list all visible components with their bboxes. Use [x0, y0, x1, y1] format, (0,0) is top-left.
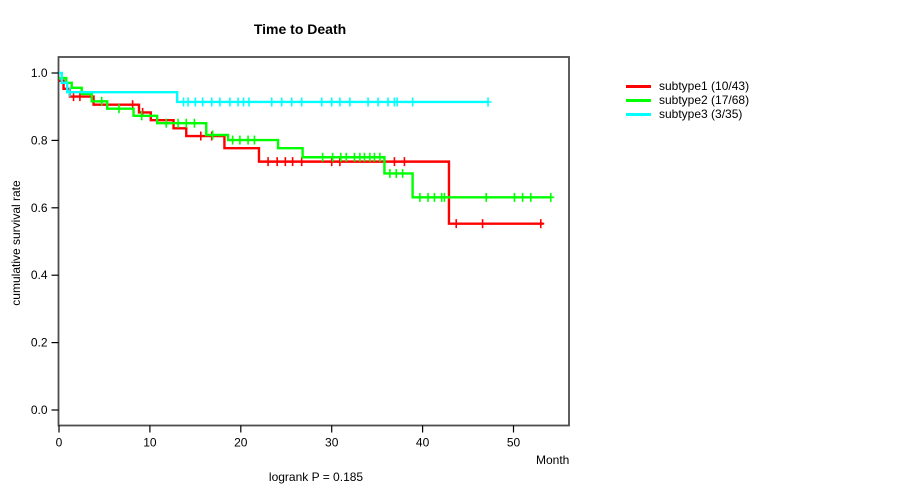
logrank-annotation: logrank P = 0.185 — [268, 470, 364, 484]
survival-curve-3 — [59, 71, 489, 104]
x-axis-label: Month — [536, 453, 570, 467]
x-tick-label: 0 — [56, 436, 63, 450]
legend-line-sample — [626, 84, 651, 88]
x-tick-label: 40 — [416, 436, 430, 450]
legend-label: subtype2 (17/68) — [659, 93, 750, 107]
legend-item: subtype2 (17/68) — [626, 93, 749, 107]
y-tick-label: 0.2 — [31, 336, 48, 350]
x-tick-label: 10 — [143, 436, 157, 450]
x-tick-label: 50 — [507, 436, 521, 450]
y-tick-label: 0.0 — [31, 403, 48, 417]
legend-item: subtype1 (10/43) — [626, 79, 749, 93]
y-tick-label: 0.4 — [31, 268, 48, 282]
legend-item: subtype3 (3/35) — [626, 107, 749, 121]
legend-line-sample — [626, 112, 651, 116]
y-tick-label: 0.6 — [31, 201, 48, 215]
legend-line-sample — [626, 98, 651, 102]
chart-title: Time to Death — [253, 21, 347, 37]
x-tick-label: 20 — [234, 436, 248, 450]
y-tick-label: 0.8 — [31, 133, 48, 147]
y-tick-label: 1.0 — [31, 66, 48, 80]
legend: subtype1 (10/43) subtype2 (17/68) subtype3… — [626, 79, 749, 121]
legend-label: subtype1 (10/43) — [659, 79, 750, 93]
x-tick-label: 30 — [325, 436, 339, 450]
plot-frame — [57, 56, 570, 427]
survival-curve-2 — [59, 76, 551, 199]
legend-label: subtype3 (3/35) — [659, 107, 743, 121]
